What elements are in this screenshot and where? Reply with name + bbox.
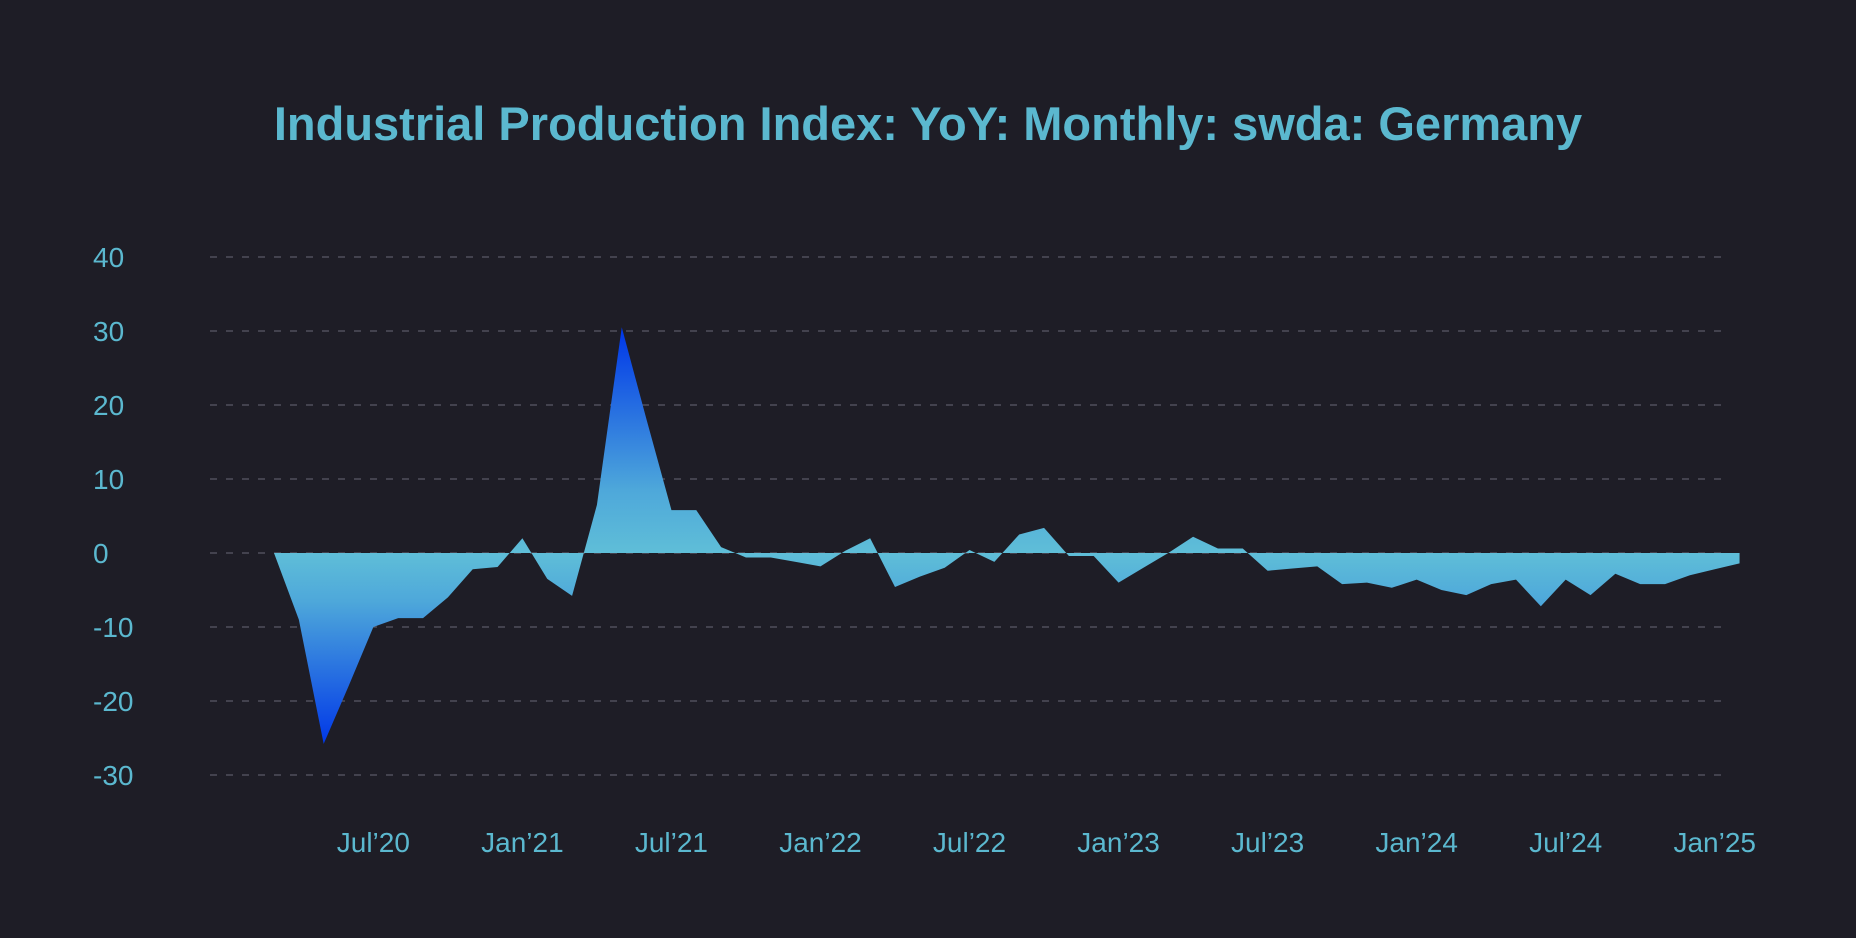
x-tick-label: Jul’22 xyxy=(933,827,1006,858)
y-axis: 40 30 20 10 0 -10 -20 -30 xyxy=(93,242,133,791)
x-tick-label: Jan’23 xyxy=(1077,827,1160,858)
y-tick-label: 40 xyxy=(93,242,124,273)
y-tick-label: 30 xyxy=(93,316,124,347)
x-axis: Jul’20 Jan’21 Jul’21 Jan’22 Jul’22 Jan’23 Jul’… xyxy=(337,827,1756,858)
y-tick-label: 0 xyxy=(93,538,109,569)
area-series xyxy=(274,327,1740,744)
x-tick-label: Jan’25 xyxy=(1673,827,1756,858)
area-negative xyxy=(274,553,1740,744)
y-tick-label: -20 xyxy=(93,686,133,717)
y-tick-label: 10 xyxy=(93,464,124,495)
y-tick-label: -30 xyxy=(93,760,133,791)
x-tick-label: Jul’21 xyxy=(635,827,708,858)
x-tick-label: Jul’20 xyxy=(337,827,410,858)
y-tick-label: -10 xyxy=(93,612,133,643)
chart-title: Industrial Production Index: YoY: Monthl… xyxy=(273,97,1583,150)
x-tick-label: Jan’24 xyxy=(1375,827,1458,858)
area-positive xyxy=(274,327,1740,553)
x-tick-label: Jan’22 xyxy=(779,827,862,858)
y-tick-label: 20 xyxy=(93,390,124,421)
x-tick-label: Jul’24 xyxy=(1529,827,1602,858)
x-tick-label: Jul’23 xyxy=(1231,827,1304,858)
x-tick-label: Jan’21 xyxy=(481,827,564,858)
grid-lines xyxy=(210,256,1728,776)
